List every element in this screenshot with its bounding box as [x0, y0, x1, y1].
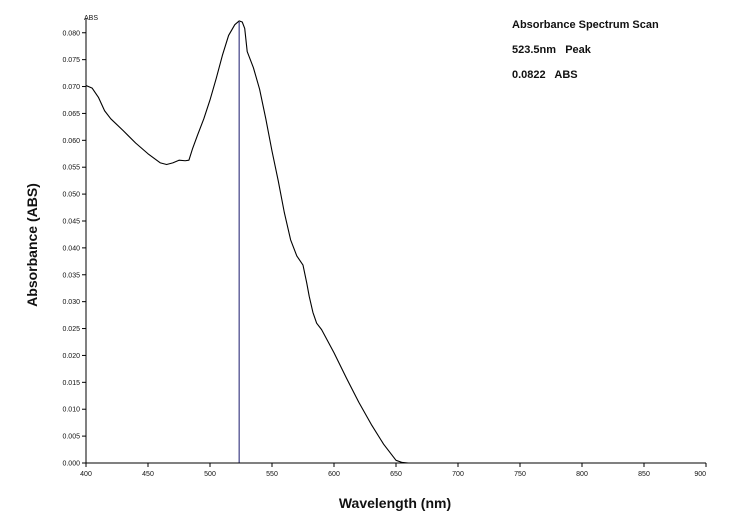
y-tick-label: 0.010 — [62, 407, 80, 414]
x-axis-ticks: 400 450 500 550 600 650 700 750 800 850 900 — [80, 463, 707, 478]
x-tick-label: 900 — [694, 471, 706, 478]
y-unit-label: ABS — [84, 15, 98, 22]
y-tick-label: 0.030 — [62, 299, 80, 306]
x-tick-label: 450 — [142, 471, 154, 478]
x-tick-label: 550 — [266, 471, 278, 478]
x-tick-label: 800 — [576, 471, 588, 478]
x-tick-label: 400 — [80, 471, 92, 478]
y-tick-label: 0.035 — [62, 272, 80, 279]
absorbance-series-line — [85, 20, 706, 464]
x-tick-label: 650 — [390, 471, 402, 478]
x-tick-label: 600 — [328, 471, 340, 478]
y-tick-label: 0.075 — [62, 57, 80, 64]
y-tick-label: 0.025 — [62, 326, 80, 333]
y-tick-label: 0.000 — [62, 461, 80, 468]
x-tick-label: 700 — [452, 471, 464, 478]
y-axis-ticks: 0.000 0.005 0.010 0.015 0.020 0.025 0.030 0.035… — [62, 30, 86, 468]
x-axis-title: Wavelength (nm) — [339, 495, 451, 511]
y-tick-label: 0.080 — [62, 30, 80, 37]
x-tick-label: 500 — [204, 471, 216, 478]
y-tick-label: 0.065 — [62, 111, 80, 118]
y-tick-label: 0.020 — [62, 353, 80, 360]
y-tick-label: 0.005 — [62, 434, 80, 441]
y-tick-label: 0.070 — [62, 84, 80, 91]
y-tick-label: 0.045 — [62, 218, 80, 225]
x-tick-label: 750 — [514, 471, 526, 478]
peak-absorbance-text: 0.0822 ABS — [512, 69, 578, 81]
y-tick-label: 0.040 — [62, 245, 80, 252]
y-tick-label: 0.060 — [62, 138, 80, 145]
x-tick-label: 850 — [638, 471, 650, 478]
peak-wavelength-text: 523.5nm Peak — [512, 44, 592, 56]
chart-info-title: Absorbance Spectrum Scan — [512, 19, 659, 31]
y-tick-label: 0.015 — [62, 380, 80, 387]
y-tick-label: 0.055 — [62, 165, 80, 172]
y-axis-title: Absorbance (ABS) — [24, 183, 40, 307]
y-tick-label: 0.050 — [62, 192, 80, 199]
